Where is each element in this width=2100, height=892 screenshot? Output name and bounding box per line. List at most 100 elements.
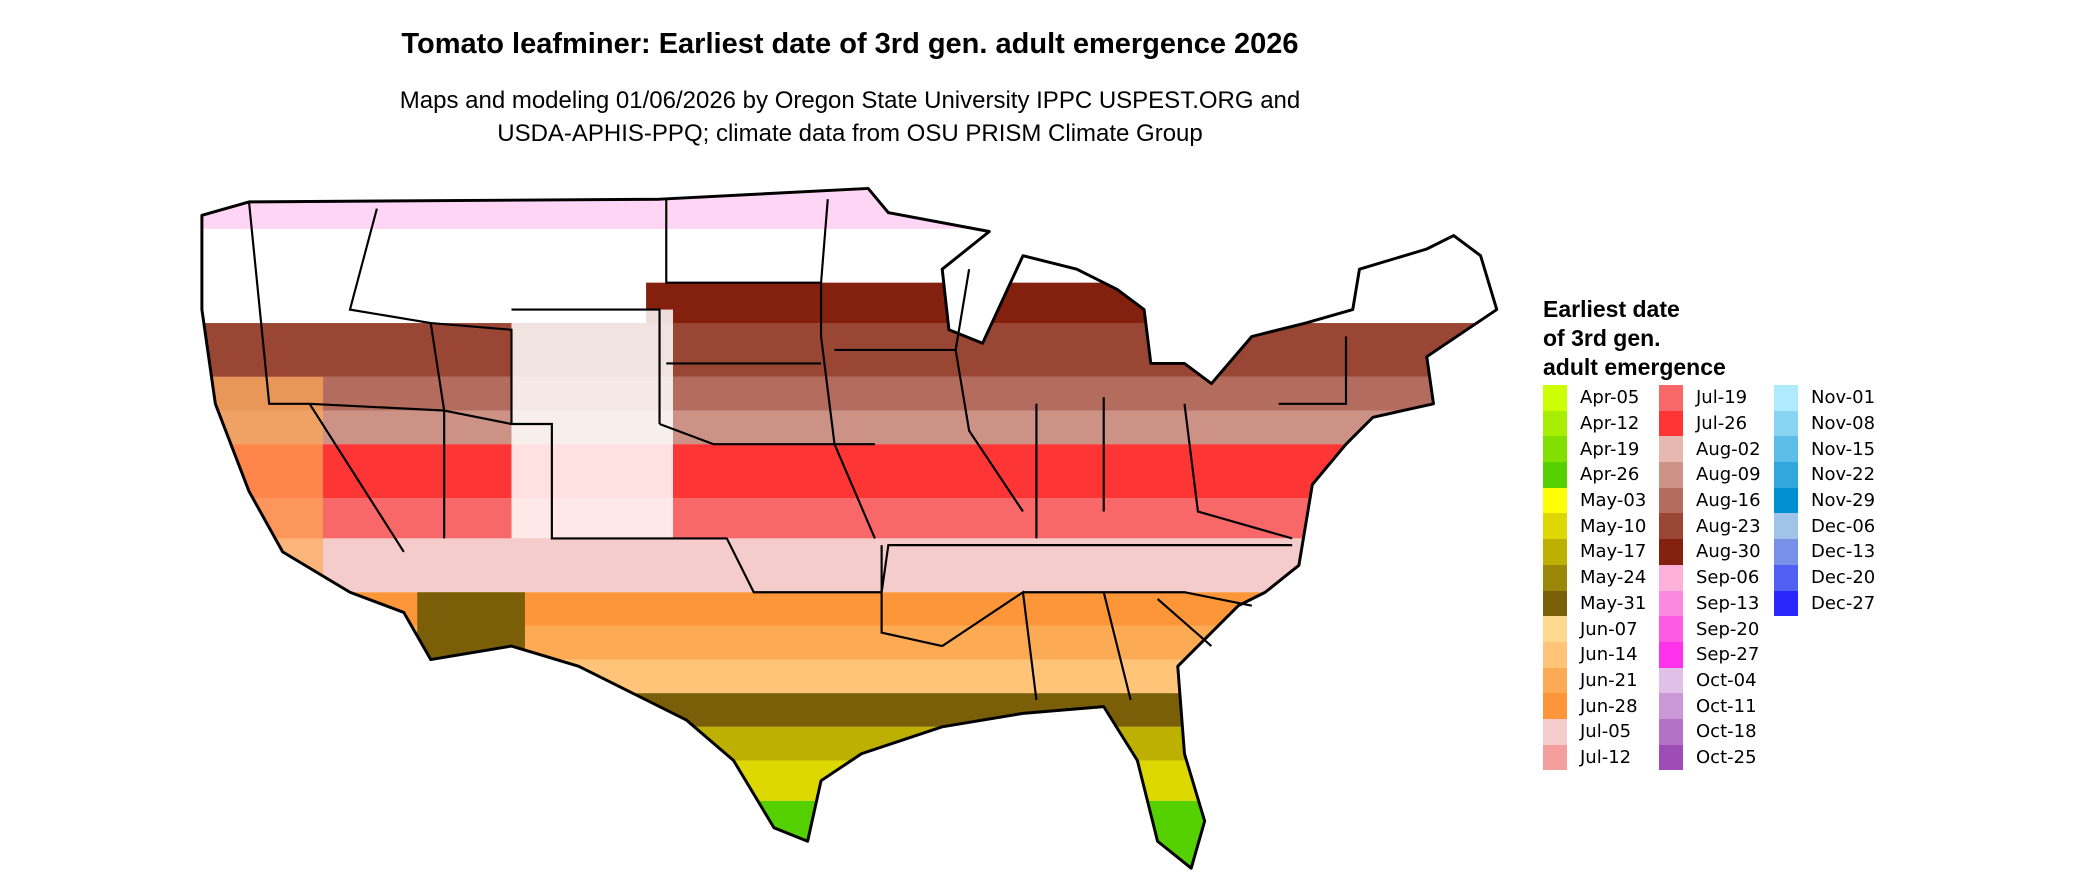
legend-swatch	[1543, 564, 1567, 591]
legend-label: Aug-30	[1696, 541, 1761, 563]
legend-item: Dec-20	[1774, 564, 1875, 591]
legend-swatch	[1659, 539, 1683, 565]
band-may-31	[201, 693, 1497, 727]
legend-item: May-10	[1543, 513, 1647, 540]
legend-label: Dec-13	[1811, 541, 1876, 563]
legend-swatch	[1659, 385, 1683, 411]
legend-label: Jul-19	[1696, 387, 1748, 409]
legend-item: Apr-05	[1543, 385, 1646, 411]
legend-item: May-31	[1543, 590, 1647, 617]
legend-label: May-03	[1580, 490, 1647, 512]
band-jun-21	[201, 625, 1497, 660]
legend-label: Jun-14	[1580, 644, 1638, 666]
band-may-03	[201, 760, 1497, 801]
legend-item: Jul-19	[1659, 385, 1761, 411]
legend-swatch	[1543, 718, 1567, 745]
legend: Earliest date of 3rd gen. adult emergenc…	[1543, 295, 1875, 771]
band-jul-05	[201, 538, 1497, 593]
legend-swatch	[1659, 462, 1683, 488]
legend-swatch	[1774, 564, 1798, 591]
legend-swatch	[1543, 410, 1567, 437]
legend-item: Jun-14	[1543, 641, 1646, 668]
legend-item: Sep-06	[1659, 564, 1761, 591]
state-boundaries	[247, 199, 1348, 701]
legend-label: Sep-06	[1696, 567, 1760, 589]
legend-label: Jun-07	[1580, 618, 1638, 640]
legend-item: Nov-01	[1774, 385, 1875, 411]
legend-item: Nov-08	[1774, 410, 1876, 437]
legend-label: May-10	[1580, 515, 1647, 537]
legend-swatch	[1659, 487, 1683, 514]
legend-label: Apr-05	[1580, 387, 1640, 409]
subtitle-line-1: Maps and modeling 01/06/2026 by Oregon S…	[399, 87, 1301, 114]
legend-item: Aug-09	[1659, 462, 1761, 488]
legend-item: Aug-23	[1659, 513, 1761, 540]
legend-label: Sep-20	[1696, 618, 1760, 640]
legend-swatch	[1659, 410, 1683, 437]
legend-swatch	[1774, 487, 1798, 514]
legend-swatch	[1543, 436, 1567, 463]
legend-swatch	[1543, 385, 1567, 411]
legend-label: Oct-18	[1696, 721, 1757, 743]
legend-label: May-17	[1580, 541, 1647, 563]
legend-label: Oct-11	[1696, 695, 1757, 717]
legend-item: Dec-27	[1774, 590, 1876, 617]
legend-swatch	[1659, 744, 1683, 771]
legend-item: Jul-12	[1543, 744, 1646, 771]
legend-label: Nov-08	[1811, 413, 1876, 435]
us-outline	[200, 186, 1499, 870]
legend-title-line-3: adult emergence	[1543, 354, 1726, 380]
legend-label: Nov-15	[1811, 438, 1876, 460]
legend-label: Nov-29	[1811, 490, 1876, 512]
legend-swatch	[1659, 616, 1683, 642]
band-aug-09	[201, 410, 1497, 445]
legend-item: Oct-04	[1659, 667, 1761, 694]
legend-label: Sep-27	[1696, 644, 1760, 666]
legend-item: Sep-20	[1659, 616, 1761, 642]
legend-label: Dec-27	[1811, 592, 1876, 614]
legend-swatch	[1543, 462, 1567, 488]
legend-swatch	[1774, 513, 1798, 540]
legend-title: Earliest date of 3rd gen. adult emergenc…	[1543, 295, 1803, 382]
legend-label: Aug-16	[1696, 490, 1761, 512]
legend-title-line-2: of 3rd gen.	[1543, 325, 1661, 351]
legend-swatch	[1543, 616, 1567, 642]
legend-swatch	[1659, 513, 1683, 540]
legend-swatch	[1543, 487, 1567, 514]
legend-swatch	[1659, 641, 1683, 668]
legend-label: Jul-12	[1580, 746, 1632, 768]
legend-label: Jul-26	[1696, 413, 1748, 435]
band-jun-28	[201, 592, 1497, 626]
legend-item: Dec-06	[1774, 513, 1875, 540]
legend-swatch	[1543, 590, 1567, 617]
legend-column: Nov-01 Nov-08 Nov-15 Nov-22 Nov-29 Dec-06 Dec-…	[1774, 385, 1876, 617]
band-aug-16	[201, 376, 1497, 411]
legend-label: Nov-01	[1811, 387, 1876, 409]
band-apr-26	[201, 800, 1497, 869]
band-jul-26	[201, 444, 1497, 499]
legend-label: Aug-23	[1696, 515, 1761, 537]
legend-swatch	[1659, 718, 1683, 745]
legend-label: Jun-28	[1580, 695, 1638, 717]
legend-swatch	[1774, 436, 1798, 463]
legend-label: May-24	[1580, 567, 1647, 589]
legend-item: Nov-29	[1774, 487, 1876, 514]
legend-item: May-03	[1543, 487, 1647, 514]
legend-label: Aug-02	[1696, 438, 1761, 460]
band-may-17	[201, 726, 1497, 761]
legend-label: Apr-26	[1580, 464, 1640, 486]
band-southwest	[417, 592, 525, 660]
legend-swatch	[1543, 693, 1567, 719]
legend-label: May-31	[1580, 592, 1647, 614]
subtitle-line-2: USDA-APHIS-PPQ; climate data from OSU PR…	[497, 120, 1203, 147]
legend-item: Apr-12	[1543, 410, 1646, 437]
legend-swatch	[1659, 590, 1683, 617]
legend-swatch	[1543, 667, 1567, 694]
legend-item: Jun-07	[1543, 616, 1646, 642]
legend-label: Jul-05	[1580, 721, 1632, 743]
legend-label: Sep-13	[1696, 592, 1760, 614]
legend-label: Apr-12	[1580, 413, 1640, 435]
legend-item: Apr-19	[1543, 436, 1646, 463]
legend-swatch	[1774, 410, 1798, 437]
map-subtitle: Maps and modeling 01/06/2026 by Oregon S…	[0, 84, 1700, 150]
